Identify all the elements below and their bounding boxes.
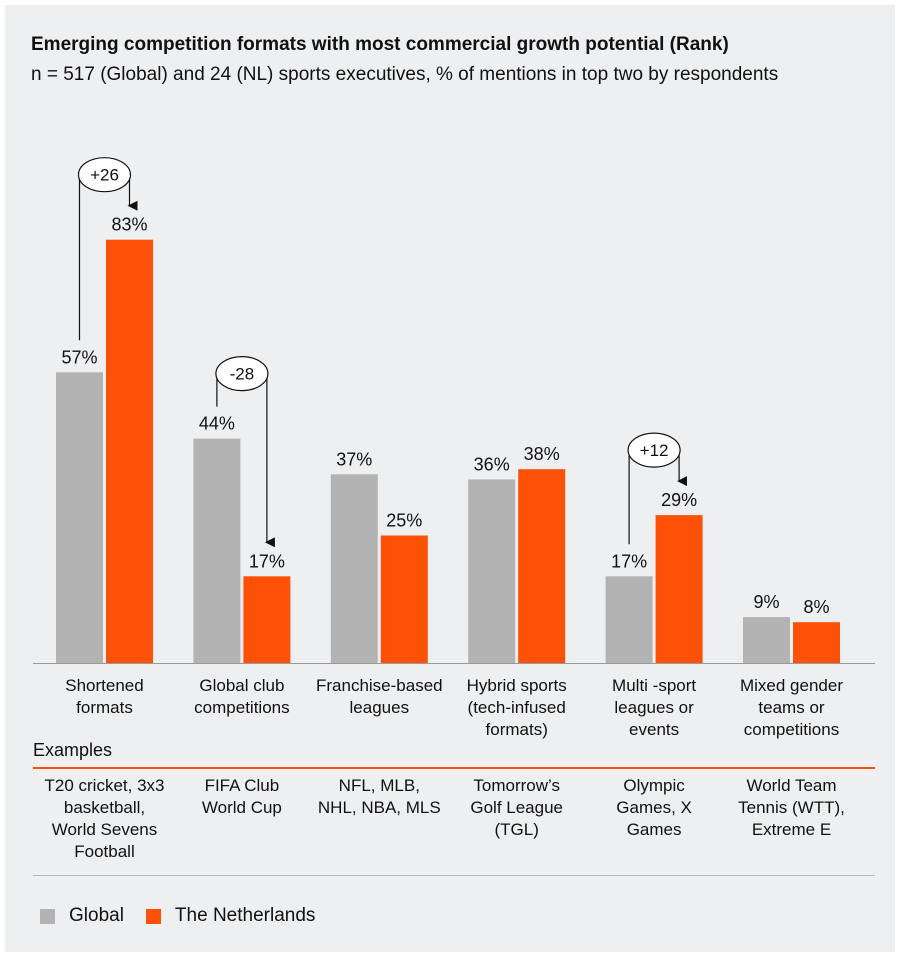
value-label-nl-1: 17% (249, 551, 285, 571)
examples-heading: Examples (33, 740, 113, 760)
example-line: Football (74, 842, 135, 861)
example-line: Games, X (616, 798, 692, 817)
value-label-nl-2: 25% (386, 511, 422, 531)
example-line: Extreme E (751, 820, 832, 839)
example-cell-5: World Team Tennis (WTT), Extreme E (724, 775, 860, 841)
bar-nl-1 (243, 576, 291, 663)
legend-label-global: Global (69, 905, 124, 926)
category-label-line: Shortened (65, 676, 144, 695)
category-label-line: events (629, 720, 680, 739)
category-label-line: Global club (199, 676, 285, 695)
value-label-global-1: 44% (199, 414, 235, 434)
bar-global-5 (743, 617, 790, 663)
example-line: World Cup (201, 798, 282, 817)
example-line: Tennis (WTT), (738, 798, 845, 817)
category-label-line: Hybrid sports (466, 676, 567, 695)
value-label-global-5: 9% (753, 592, 779, 612)
annotation-oval-1 (215, 356, 269, 392)
example-cell-4: Olympic Games, X Games (586, 775, 722, 841)
legend-swatch-nl (145, 908, 161, 924)
example-line: NFL, MLB, (338, 776, 420, 795)
legend: Global The Netherlands (40, 905, 337, 927)
example-line: NHL, NBA, MLS (317, 798, 441, 817)
legend-item-global: Global (40, 905, 124, 927)
value-label-global-0: 57% (61, 347, 97, 367)
category-label-line: competitions (743, 720, 840, 739)
example-line: T20 cricket, 3x3 (44, 776, 165, 795)
annotation-oval-0 (77, 157, 132, 193)
bar-nl-4 (655, 515, 703, 663)
examples-bottom-rule (33, 875, 875, 876)
category-label-5: Mixed gender teams or competitions (724, 675, 860, 741)
example-line: basketball, (63, 798, 146, 817)
category-label-4: Multi -sport leagues or events (586, 675, 722, 741)
example-line: Tomorrow’s (473, 776, 560, 795)
bar-nl-3 (518, 469, 566, 663)
example-cell-3: Tomorrow’s Golf League (TGL) (449, 775, 585, 841)
bar-global-3 (468, 479, 516, 663)
chart-title: Emerging competition formats with most c… (31, 34, 729, 55)
category-label-line: leagues or (614, 698, 694, 717)
category-label-line: Franchise-based (315, 676, 443, 695)
value-label-nl-4: 29% (661, 490, 697, 510)
annotation-label-2: +12 (640, 441, 669, 460)
bar-global-4 (605, 576, 653, 663)
category-label-line: competitions (194, 698, 290, 717)
value-label-nl-3: 38% (524, 444, 560, 464)
value-label-global-4: 17% (611, 551, 647, 571)
category-label-line: formats) (485, 720, 548, 739)
legend-swatch-global (40, 908, 55, 924)
category-label-line: Multi -sport (612, 676, 697, 695)
example-line: Golf League (470, 798, 563, 817)
value-label-global-3: 36% (474, 454, 510, 474)
category-label-line: teams or (758, 698, 825, 717)
example-line: World Sevens (51, 820, 158, 839)
category-label-1: Global club competitions (174, 675, 310, 719)
category-label-0: Shortened formats (37, 675, 173, 719)
annotation-arrow-1 (263, 373, 275, 548)
category-label-line: (tech-infused (467, 698, 566, 717)
bar-nl-0 (106, 239, 153, 663)
category-label-line: formats (76, 698, 133, 717)
example-line: Games (626, 820, 682, 839)
annotation-label-0: +26 (90, 166, 119, 185)
annotation-line-0 (78, 174, 83, 341)
annotation-line-2 (628, 449, 633, 545)
example-line: World Team (746, 776, 837, 795)
annotation-label-1: -28 (230, 365, 255, 384)
bar-nl-5 (793, 622, 840, 663)
example-line: (TGL) (494, 820, 539, 839)
chart-panel (5, 5, 895, 952)
bar-global-0 (56, 372, 103, 663)
examples-divider (33, 767, 875, 769)
example-cell-1: FIFA Club World Cup (174, 775, 310, 819)
category-label-2: Franchise-based leagues (311, 675, 447, 719)
example-line: Olympic (623, 776, 685, 795)
example-cell-2: NFL, MLB, NHL, NBA, MLS (311, 775, 447, 819)
example-cell-0: T20 cricket, 3x3 basketball, World Sevens F… (37, 775, 173, 863)
category-label-line: leagues (349, 698, 410, 717)
bar-global-2 (330, 474, 378, 663)
chart-subtitle: n = 517 (Global) and 24 (NL) sports exec… (31, 64, 779, 85)
annotation-oval-2 (627, 432, 681, 468)
value-label-global-2: 37% (336, 449, 372, 469)
category-label-3: Hybrid sports (tech-infused formats) (449, 675, 585, 741)
example-line: FIFA Club (204, 776, 280, 795)
legend-label-nl: The Netherlands (174, 905, 316, 926)
value-label-nl-0: 83% (111, 215, 147, 235)
bar-global-1 (193, 438, 241, 663)
bar-nl-2 (380, 535, 428, 663)
value-label-nl-5: 8% (803, 597, 829, 617)
legend-item-nl: The Netherlands (145, 905, 316, 927)
category-label-line: Mixed gender (739, 676, 843, 695)
